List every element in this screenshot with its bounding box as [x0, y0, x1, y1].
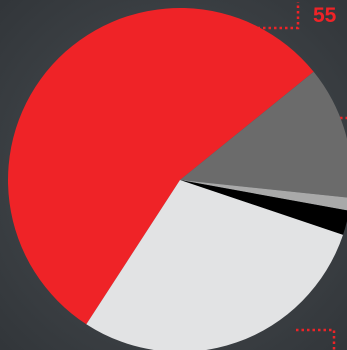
- pie-slice-2: [180, 180, 347, 211]
- pie-slice-0: [8, 8, 314, 325]
- pie-slice-1: [180, 71, 347, 198]
- slice-label-0: 55: [313, 4, 337, 27]
- pie-slices: [8, 8, 347, 350]
- pie-slice-3: [180, 180, 347, 235]
- leader-line-bottom: [296, 328, 336, 350]
- pie-slice-4: [86, 180, 344, 350]
- pie-labels: 55: [313, 4, 337, 27]
